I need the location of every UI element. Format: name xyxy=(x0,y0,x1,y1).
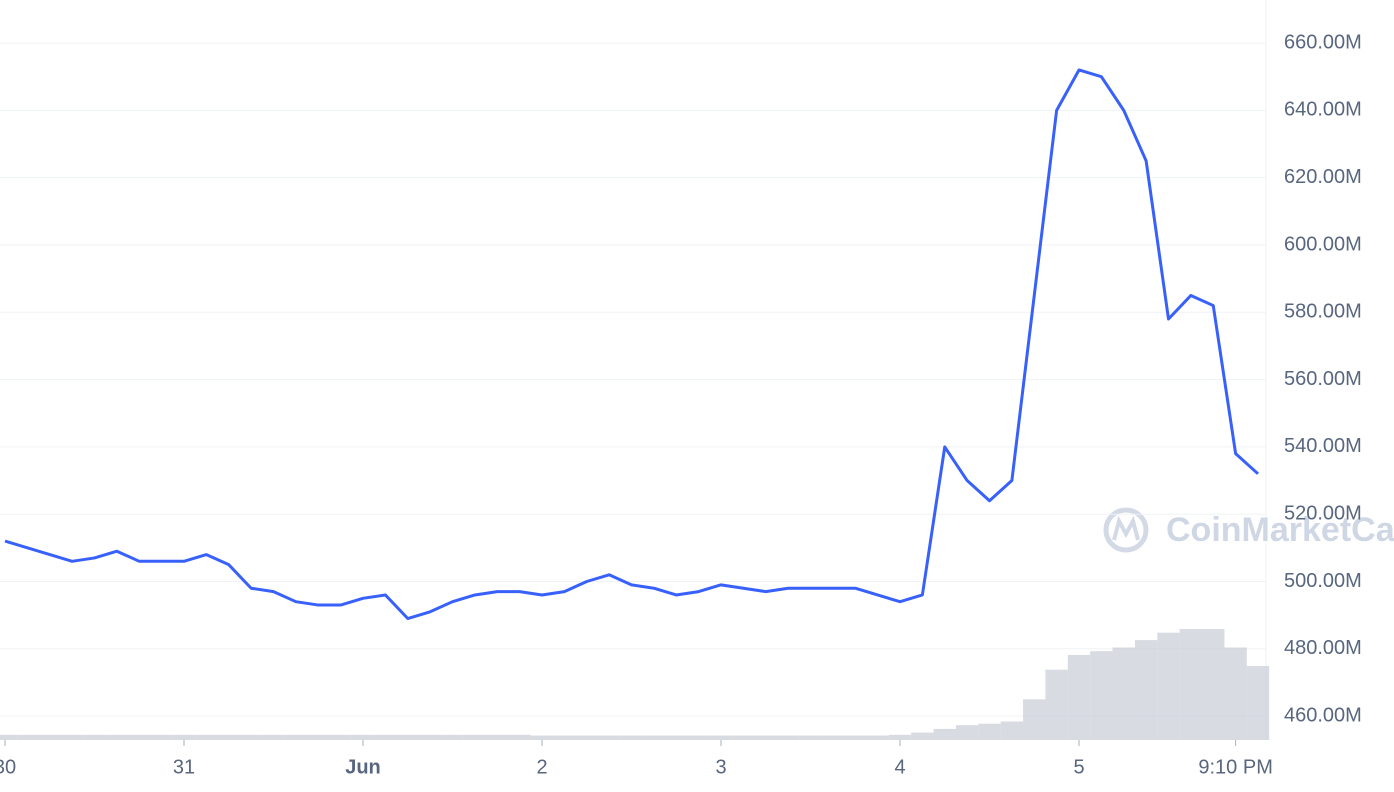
volume-bar xyxy=(911,732,934,740)
volume-bar xyxy=(1179,629,1203,740)
volume-bar xyxy=(1067,654,1091,740)
x-tick-label: 5 xyxy=(1073,756,1084,778)
volume-bar xyxy=(1023,699,1046,740)
volume-bar xyxy=(0,734,17,740)
volume-bar xyxy=(38,734,61,740)
volume-bar xyxy=(508,734,531,740)
x-tick-label: 9:10 PM xyxy=(1198,756,1272,778)
volume-bar xyxy=(709,735,733,740)
y-tick-label: 460.00M xyxy=(1284,704,1362,726)
volume-bar xyxy=(239,734,263,740)
volume-bar xyxy=(1134,640,1158,740)
volume-bar xyxy=(150,734,173,740)
watermark: CoinMarketCap xyxy=(1166,511,1394,549)
volume-bar xyxy=(374,734,397,740)
volume-bar xyxy=(1246,666,1270,740)
volume-bar xyxy=(553,735,576,740)
x-tick-label: Jun xyxy=(345,756,381,778)
volume-bar xyxy=(60,734,84,740)
volume-bar xyxy=(463,734,487,740)
volume-bar xyxy=(1202,629,1225,740)
volume-bar xyxy=(217,734,240,740)
volume-bar xyxy=(262,734,285,740)
volume-bar xyxy=(128,734,151,740)
volume-bar xyxy=(1000,721,1024,740)
volume-bar xyxy=(351,734,375,740)
volume-bar xyxy=(307,734,330,740)
volume-bar xyxy=(642,735,666,740)
volume-bar xyxy=(1090,651,1113,740)
y-tick-label: 540.00M xyxy=(1284,435,1362,457)
volume-bar xyxy=(329,734,352,740)
y-tick-label: 500.00M xyxy=(1284,570,1362,592)
volume-bar xyxy=(978,723,1001,740)
volume-bar xyxy=(597,735,621,740)
volume-bar xyxy=(396,734,419,740)
volume-bar xyxy=(172,734,196,740)
volume-bar xyxy=(1224,647,1247,740)
volume-bar xyxy=(821,735,845,740)
volume-bar xyxy=(888,734,912,740)
y-tick-label: 580.00M xyxy=(1284,301,1362,323)
volume-bar xyxy=(1112,647,1135,740)
volume-bar xyxy=(1045,669,1068,740)
y-tick-label: 640.00M xyxy=(1284,99,1362,121)
volume-bar xyxy=(418,734,442,740)
volume-bar xyxy=(441,734,464,740)
volume-bar xyxy=(776,735,800,740)
volume-bar xyxy=(620,735,643,740)
y-tick-label: 560.00M xyxy=(1284,368,1362,390)
price-line xyxy=(4,68,1260,621)
volume-bar xyxy=(799,735,822,740)
volume-bar xyxy=(105,734,129,740)
y-tick-label: 600.00M xyxy=(1284,233,1362,255)
x-tick-label: 30 xyxy=(0,756,16,778)
volume-bar xyxy=(530,735,554,740)
volume-bar xyxy=(866,735,889,740)
volume-bar xyxy=(844,735,867,740)
x-tick-label: 31 xyxy=(173,756,195,778)
x-tick-label: 3 xyxy=(715,756,726,778)
volume-bar xyxy=(575,735,598,740)
volume-bar xyxy=(754,735,777,740)
volume-bar xyxy=(687,735,710,740)
volume-bar xyxy=(195,734,218,740)
x-tick-label: 4 xyxy=(894,756,905,778)
watermark-logo xyxy=(1103,507,1149,553)
volume-bar xyxy=(1157,632,1180,740)
y-tick-label: 520.00M xyxy=(1284,502,1362,524)
volume-bar xyxy=(83,734,106,740)
x-tick-label: 2 xyxy=(536,756,547,778)
volume-bar xyxy=(955,725,979,740)
volume-bar xyxy=(284,734,308,740)
y-tick-label: 620.00M xyxy=(1284,166,1362,188)
volume-bar xyxy=(16,734,39,740)
volume-bar xyxy=(732,735,755,740)
volume-bar xyxy=(665,735,688,740)
volume-bar xyxy=(486,734,509,740)
y-tick-label: 660.00M xyxy=(1284,31,1362,53)
volume-bar xyxy=(933,728,956,740)
y-tick-label: 480.00M xyxy=(1284,637,1362,659)
